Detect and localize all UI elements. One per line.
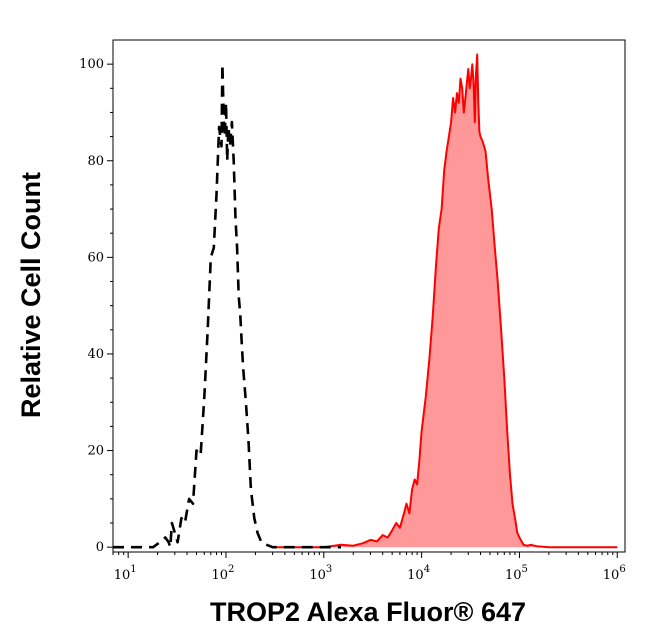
- x-axis-label: TROP2 Alexa Fluor® 647: [210, 597, 526, 627]
- plot-frame: [112, 39, 626, 553]
- y-tick-label: 60: [87, 250, 104, 265]
- x-axis: 101 102 103 104 105 106: [112, 552, 626, 583]
- y-tick-label: 80: [87, 154, 104, 169]
- x-tick-label: 103: [309, 564, 332, 583]
- series-dashed-line: [113, 62, 341, 549]
- y-tick-label: 20: [87, 444, 104, 459]
- y-axis: 0 20 40 60 80 100: [79, 57, 113, 555]
- y-tick-label: 0: [96, 540, 104, 555]
- y-axis-label: Relative Cell Count: [16, 172, 46, 418]
- x-tick-label: 101: [114, 564, 137, 583]
- x-tick-label: 104: [407, 564, 430, 583]
- filled-histogram-layer: [272, 53, 618, 549]
- y-tick-label: 40: [87, 347, 104, 362]
- x-tick-label: 106: [603, 564, 626, 583]
- series-area-outline: [272, 53, 618, 549]
- x-tick-label: 102: [212, 564, 235, 583]
- series-area-fill: [272, 54, 618, 548]
- y-tick-label: 100: [79, 57, 104, 72]
- x-tick-label: 105: [505, 564, 528, 583]
- dashed-histogram-layer: [113, 62, 341, 549]
